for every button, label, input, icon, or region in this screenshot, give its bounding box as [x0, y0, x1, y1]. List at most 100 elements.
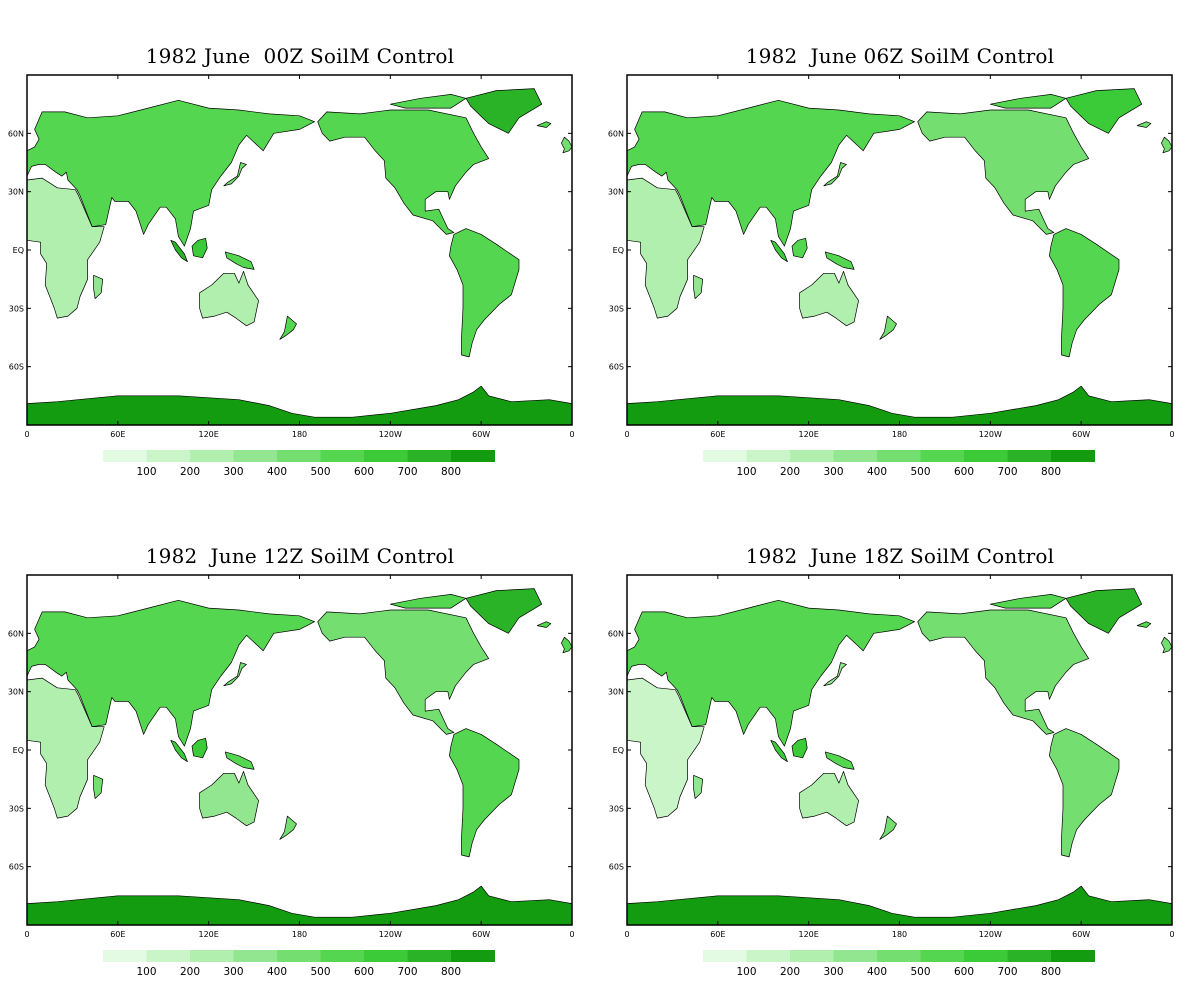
land-africa — [26, 177, 105, 319]
colorbar-label: 700 — [997, 466, 1017, 478]
lat-label: 30S — [609, 804, 624, 813]
panel-title: 1982 June 06Z SoilM Control — [745, 44, 1055, 68]
colorbar-swatch — [1007, 450, 1052, 462]
lon-label: 120W — [379, 430, 402, 439]
land-europe-asia — [26, 99, 315, 247]
land-iceland — [1136, 621, 1152, 628]
land-europe-asia — [626, 99, 915, 247]
land-great-britain — [561, 136, 573, 154]
colorbar-swatch — [877, 950, 921, 962]
land-africa — [626, 177, 705, 319]
land-japan — [223, 662, 247, 687]
map-plot: 60N 30N EQ 30S 60S 0 60E 120E 180 120W 60W 0 100 200 3… — [608, 74, 1175, 478]
lon-label: 60E — [110, 430, 125, 439]
land-australia — [199, 771, 259, 827]
lon-label: 0 — [569, 430, 574, 439]
land-great-britain — [1161, 136, 1173, 154]
lat-label: 60S — [609, 363, 624, 372]
colorbar-label: 400 — [267, 966, 287, 978]
land-borneo — [791, 737, 808, 759]
land-madagascar — [93, 774, 104, 799]
colorbar-swatch — [320, 950, 365, 962]
land-greenland — [1065, 88, 1143, 134]
colorbar-swatch — [920, 950, 965, 962]
colorbar-swatch — [407, 950, 452, 962]
land-borneo — [791, 237, 808, 259]
colorbar-swatch — [746, 450, 791, 462]
colorbar-swatch — [277, 950, 321, 962]
land-greenland — [465, 88, 543, 134]
colorbar-swatch — [190, 450, 234, 462]
colorbar-label: 100 — [136, 966, 156, 978]
land-new-zealand — [279, 315, 297, 340]
colorbar-label: 800 — [441, 966, 461, 978]
land-antarctica — [626, 385, 1173, 426]
lon-label: 60W — [1072, 430, 1090, 439]
map-plot: 60N 30N EQ 30S 60S 0 60E 120E 180 120W 60W 0 100 200 3… — [8, 74, 575, 478]
colorbar-swatch — [790, 450, 834, 462]
land-madagascar — [693, 274, 704, 299]
land-australia — [799, 771, 859, 827]
land-south-america — [449, 228, 520, 358]
colorbar-swatch — [833, 950, 878, 962]
colorbar-label: 700 — [997, 966, 1017, 978]
lon-label: 60W — [472, 930, 490, 939]
colorbar-label: 800 — [1041, 966, 1061, 978]
lon-label: 0 — [569, 930, 574, 939]
colorbar-label: 100 — [736, 966, 756, 978]
land-north-america — [917, 109, 1090, 235]
lat-label: EQ — [613, 246, 624, 255]
colorbar-swatch — [146, 450, 191, 462]
lat-label: 30N — [8, 188, 24, 197]
panel-title: 1982 June 00Z SoilM Control — [145, 44, 455, 68]
land-antarctica — [626, 885, 1173, 926]
colorbar-swatch — [407, 450, 452, 462]
colorbar-swatch — [364, 450, 408, 462]
lon-label: 120E — [199, 430, 219, 439]
land-canadian-archipelago — [389, 94, 467, 109]
lat-label: EQ — [13, 246, 24, 255]
colorbar-label: 200 — [180, 966, 200, 978]
map-panel: 1982 June 06Z SoilM Control 60N 30N EQ 30S 60… — [600, 0, 1200, 500]
land-new-guinea — [224, 751, 255, 770]
land-greenland — [465, 588, 543, 634]
land-canadian-archipelago — [389, 594, 467, 609]
colorbar-label: 300 — [223, 466, 243, 478]
land-sumatra — [770, 239, 788, 263]
land-japan — [823, 662, 847, 687]
colorbar-label: 800 — [441, 466, 461, 478]
colorbar-swatch — [964, 950, 1008, 962]
lon-label: 60W — [472, 430, 490, 439]
colorbar-swatch — [746, 950, 791, 962]
land-new-zealand — [879, 315, 897, 340]
lat-label: 30S — [9, 304, 24, 313]
colorbar-swatch — [790, 950, 834, 962]
lon-label: 120E — [799, 430, 819, 439]
colorbar-swatch — [320, 450, 365, 462]
panel-title: 1982 June 12Z SoilM Control — [145, 544, 455, 568]
colorbar-swatch — [103, 950, 147, 962]
lat-label: 30S — [609, 304, 624, 313]
lat-label: 30N — [608, 188, 624, 197]
colorbar-swatch — [146, 950, 191, 962]
lat-label: 30N — [8, 688, 24, 697]
land-new-guinea — [224, 251, 255, 270]
land-sumatra — [170, 739, 188, 763]
colorbar-label: 300 — [223, 966, 243, 978]
colorbar-swatch — [703, 450, 747, 462]
land-europe-asia — [26, 599, 315, 747]
colorbar-label: 200 — [180, 466, 200, 478]
lat-label: 60N — [8, 629, 24, 638]
lon-label: 0 — [624, 930, 629, 939]
colorbar-swatch — [103, 450, 147, 462]
colorbar-swatch — [920, 450, 965, 462]
colorbar-label: 200 — [780, 466, 800, 478]
land-sumatra — [170, 239, 188, 263]
land-new-guinea — [824, 251, 855, 270]
colorbar-swatch — [703, 950, 747, 962]
colorbar-label: 500 — [910, 466, 930, 478]
land-greenland — [1065, 588, 1143, 634]
land-north-america — [917, 609, 1090, 735]
colorbar-swatch — [364, 950, 408, 962]
colorbar-label: 700 — [397, 966, 417, 978]
